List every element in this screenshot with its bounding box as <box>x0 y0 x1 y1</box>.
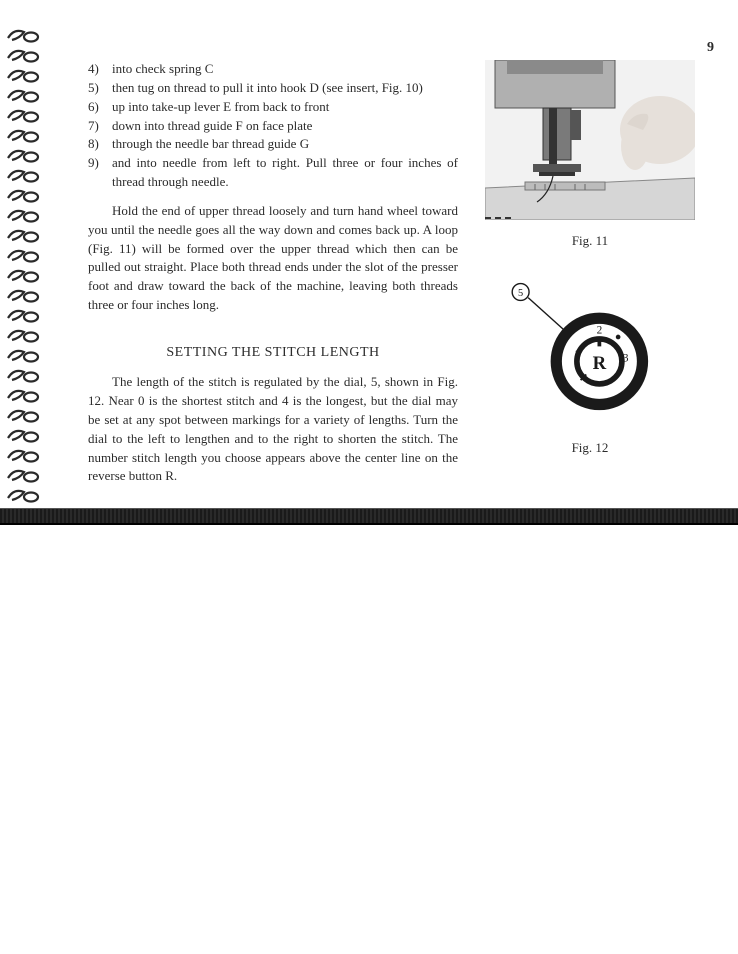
paragraph-stitch: The length of the stitch is regulated by… <box>88 373 458 486</box>
instruction-item: 5)then tug on thread to pull it into hoo… <box>88 79 458 98</box>
instruction-item: 7)down into thread guide F on face plate <box>88 117 458 136</box>
svg-text:3: 3 <box>623 352 629 364</box>
instruction-text: through the needle bar thread guide G <box>112 135 458 154</box>
spiral-ring <box>6 328 38 342</box>
spiral-ring <box>6 148 38 162</box>
spiral-ring <box>6 268 38 282</box>
spiral-ring <box>6 488 38 502</box>
page-number: 9 <box>707 40 714 56</box>
spiral-ring <box>6 48 38 62</box>
stitch-length-dial-illustration: 5 R 1 2 3 <box>500 277 680 427</box>
spiral-ring <box>6 68 38 82</box>
callout-number: 5 <box>518 288 523 299</box>
spiral-ring <box>6 88 38 102</box>
spiral-ring <box>6 348 38 362</box>
instruction-text: up into take-up lever E from back to fro… <box>112 98 458 117</box>
spiral-ring <box>6 288 38 302</box>
sewing-machine-illustration <box>485 60 695 220</box>
text-column: 4)into check spring C5)then tug on threa… <box>88 60 458 486</box>
instruction-number: 4) <box>88 60 112 79</box>
spiral-ring <box>6 28 38 42</box>
spiral-ring <box>6 188 38 202</box>
spiral-ring <box>6 368 38 382</box>
figure-11: Fig. 11 <box>480 60 700 249</box>
spiral-ring <box>6 128 38 142</box>
spiral-ring <box>6 108 38 122</box>
spiral-ring <box>6 248 38 262</box>
spiral-ring <box>6 308 38 322</box>
instruction-number: 7) <box>88 117 112 136</box>
instruction-number: 8) <box>88 135 112 154</box>
instruction-text: and into needle from left to right. Pull… <box>112 154 458 192</box>
figure-12-caption: Fig. 12 <box>480 440 700 456</box>
instruction-number: 5) <box>88 79 112 98</box>
spiral-binding <box>6 28 44 508</box>
spiral-ring <box>6 208 38 222</box>
page-divider-bar <box>0 508 738 525</box>
instruction-list: 4)into check spring C5)then tug on threa… <box>88 60 458 192</box>
svg-text:1: 1 <box>574 349 580 361</box>
instruction-text: into check spring C <box>112 60 458 79</box>
manual-page: 9 4)into check spring C5)then tug on thr… <box>0 0 738 954</box>
spiral-ring <box>6 468 38 482</box>
section-heading: SETTING THE STITCH LENGTH <box>88 343 458 363</box>
spiral-ring <box>6 408 38 422</box>
reverse-button-label: R <box>593 353 607 374</box>
figure-12: 5 R 1 2 3 Fig. 12 <box>480 277 700 456</box>
instruction-text: then tug on thread to pull it into hook … <box>112 79 458 98</box>
spiral-ring <box>6 228 38 242</box>
paragraph-loop: Hold the end of upper thread loosely and… <box>88 202 458 315</box>
spiral-ring <box>6 388 38 402</box>
spiral-ring <box>6 448 38 462</box>
instruction-item: 4)into check spring C <box>88 60 458 79</box>
svg-text:2: 2 <box>597 324 603 336</box>
spiral-ring <box>6 428 38 442</box>
instruction-number: 9) <box>88 154 112 192</box>
spiral-ring <box>6 168 38 182</box>
instruction-number: 6) <box>88 98 112 117</box>
instruction-item: 9)and into needle from left to right. Pu… <box>88 154 458 192</box>
figure-11-caption: Fig. 11 <box>480 233 700 249</box>
instruction-item: 8)through the needle bar thread guide G <box>88 135 458 154</box>
instruction-text: down into thread guide F on face plate <box>112 117 458 136</box>
figure-column: Fig. 11 5 R 1 2 3 <box>480 60 700 484</box>
instruction-item: 6)up into take-up lever E from back to f… <box>88 98 458 117</box>
